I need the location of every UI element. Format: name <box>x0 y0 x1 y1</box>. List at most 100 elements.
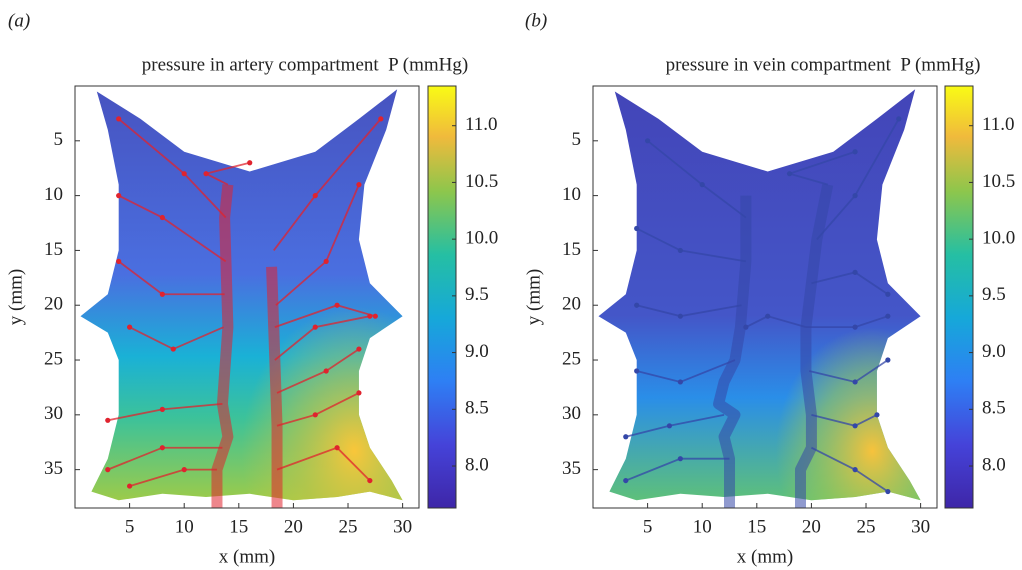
vessel-node <box>203 171 209 177</box>
vessel-node <box>159 445 165 451</box>
vessel-node <box>634 368 640 374</box>
vessel-node <box>372 313 378 319</box>
vessel-node <box>181 467 187 473</box>
vessel-node <box>323 258 329 264</box>
x-tick-label: 15 <box>747 516 766 537</box>
colorbar-tick-label: 11.0 <box>982 114 1015 135</box>
x-tick-label: 5 <box>643 516 653 537</box>
vessel-node <box>623 477 629 484</box>
vessel-node <box>852 379 858 385</box>
vessel-node <box>677 313 683 319</box>
vessel-node <box>312 324 318 330</box>
x-tick-label: 10 <box>693 516 712 537</box>
vessel-node <box>623 434 629 440</box>
vessel-node <box>334 302 340 308</box>
vessel-node <box>852 149 858 155</box>
panel-label: (a) <box>8 10 30 31</box>
vessel-node <box>874 412 880 418</box>
vessel-node <box>334 445 340 451</box>
colorbar-tick-label: 10.5 <box>982 171 1015 192</box>
chart-title: pressure in vein compartment P (mmHg) <box>666 54 981 75</box>
x-tick-label: 10 <box>175 516 194 537</box>
vessel-node <box>356 182 362 188</box>
vessel-node <box>786 171 793 177</box>
y-tick-label: 10 <box>562 184 581 205</box>
x-tick-label: 20 <box>802 516 821 537</box>
colorbar-tick-label: 9.5 <box>982 284 1006 305</box>
vessel-node <box>666 423 673 429</box>
y-axis-label: y (mm) <box>5 269 26 325</box>
vessel-node <box>116 258 122 264</box>
vessel-node <box>181 171 187 177</box>
vessel-node <box>159 406 165 412</box>
vessel-node <box>323 368 329 374</box>
x-tick-label: 30 <box>393 516 412 537</box>
vessel-node <box>116 116 122 122</box>
y-tick-label: 25 <box>44 348 63 369</box>
vessel-node <box>699 182 705 188</box>
y-tick-label: 35 <box>44 458 63 479</box>
vessel-node <box>634 302 640 308</box>
vessel-node <box>105 417 111 423</box>
x-tick-label: 25 <box>339 516 358 537</box>
vessel-node <box>634 225 640 232</box>
colorbar-tick-label: 9.5 <box>465 284 489 305</box>
y-tick-label: 20 <box>562 294 581 315</box>
x-tick-label: 25 <box>857 516 876 537</box>
y-tick-label: 5 <box>572 129 582 150</box>
colorbar-tick-label: 10.0 <box>982 228 1015 249</box>
vessel-node <box>356 390 362 396</box>
pressure-hotspot <box>80 89 403 501</box>
vessel-node <box>677 247 683 254</box>
panel-label: (b) <box>525 10 547 31</box>
x-tick-label: 15 <box>229 516 248 537</box>
vessel-node <box>677 379 683 385</box>
colorbar-tick-label: 10.5 <box>465 171 498 192</box>
vessel-node <box>852 324 858 330</box>
vessel-node <box>312 193 318 199</box>
vessel-node <box>159 214 165 221</box>
colorbar <box>944 85 974 509</box>
colorbar-tick-label: 8.0 <box>982 454 1006 475</box>
vessel-node <box>105 467 111 473</box>
vessel-trunk <box>266 266 283 508</box>
y-tick-label: 15 <box>44 239 63 260</box>
vessel-node <box>885 313 891 319</box>
y-tick-label: 30 <box>562 403 581 424</box>
y-tick-label: 10 <box>44 184 63 205</box>
y-tick-label: 30 <box>44 403 63 424</box>
vessel-node <box>312 412 318 418</box>
y-tick-label: 15 <box>562 239 581 260</box>
vessel-node <box>127 324 133 330</box>
chart-title: pressure in artery compartment P (mmHg) <box>142 54 468 75</box>
axes-frame <box>592 85 938 509</box>
y-tick-label: 35 <box>562 458 581 479</box>
vessel-node <box>378 116 384 122</box>
vessel-node <box>159 291 165 297</box>
vessel-node <box>852 467 858 473</box>
vessel-node <box>170 346 176 352</box>
y-tick-label: 20 <box>44 294 63 315</box>
vessel-node <box>852 423 858 429</box>
x-tick-label: 30 <box>911 516 930 537</box>
vessel-trunk <box>713 195 752 508</box>
vessel-node <box>677 456 683 462</box>
colorbar-tick-label: 8.5 <box>465 398 489 419</box>
vessel-node <box>127 483 133 489</box>
vessel-node <box>645 138 651 144</box>
vessel-node <box>852 193 858 199</box>
vessel-node <box>116 193 122 199</box>
y-tick-label: 25 <box>562 348 581 369</box>
vessel-node <box>885 488 891 495</box>
axes-frame <box>74 85 420 509</box>
vessel-node <box>765 313 771 319</box>
x-axis-label: x (mm) <box>737 546 793 567</box>
y-axis-label: y (mm) <box>523 269 544 325</box>
pressure-hotspot <box>598 89 921 501</box>
vessel-node <box>885 291 891 297</box>
x-tick-label: 5 <box>125 516 135 537</box>
vessel-node <box>896 116 902 122</box>
y-tick-label: 5 <box>54 129 64 150</box>
vessel-node <box>852 269 858 275</box>
